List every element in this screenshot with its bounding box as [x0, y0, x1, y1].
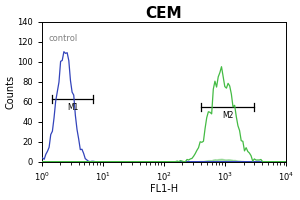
Title: CEM: CEM [146, 6, 182, 21]
X-axis label: FL1-H: FL1-H [150, 184, 178, 194]
Text: M1: M1 [67, 103, 79, 112]
Text: M2: M2 [222, 111, 233, 120]
Y-axis label: Counts: Counts [6, 75, 16, 109]
Text: control: control [49, 34, 78, 43]
